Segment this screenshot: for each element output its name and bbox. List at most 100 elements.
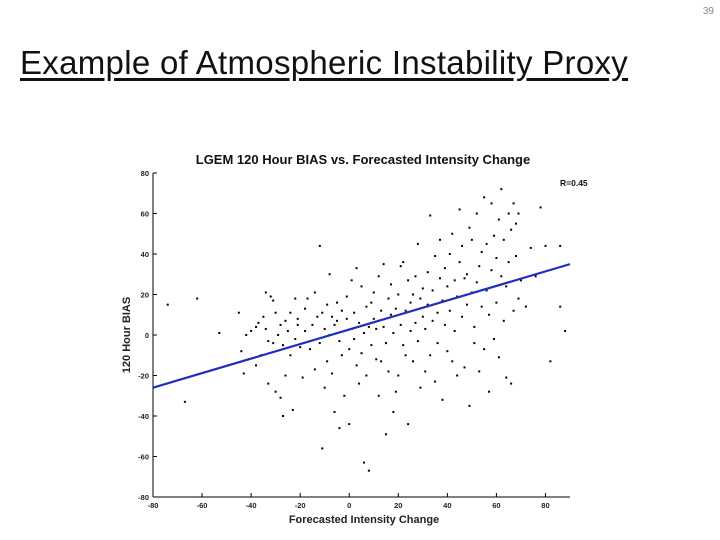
data-point (448, 253, 451, 255)
data-point (505, 376, 508, 379)
data-point (559, 244, 562, 247)
data-point (473, 342, 476, 345)
data-point (431, 319, 434, 322)
data-point (478, 370, 481, 373)
data-point (279, 396, 282, 399)
data-point (387, 297, 390, 300)
data-point (549, 360, 552, 363)
data-point (512, 309, 515, 312)
data-point (475, 212, 478, 215)
data-point (269, 295, 272, 298)
data-point (296, 323, 299, 326)
data-point (301, 376, 304, 379)
data-point (367, 469, 370, 472)
data-point (272, 299, 275, 302)
data-point (421, 287, 424, 290)
data-point (507, 212, 510, 215)
data-point (333, 410, 336, 413)
data-point (380, 309, 383, 312)
data-point (426, 271, 429, 274)
data-point (414, 275, 417, 278)
data-points (166, 188, 567, 472)
data-point (436, 342, 439, 345)
data-point (264, 327, 267, 330)
x-tick-label: -60 (197, 501, 208, 510)
data-point (313, 291, 316, 294)
data-point (372, 291, 375, 294)
data-point (284, 319, 287, 322)
data-point (463, 366, 466, 369)
data-point (490, 202, 493, 205)
data-point (242, 372, 245, 375)
data-point (402, 261, 405, 264)
data-point (478, 265, 481, 268)
data-point (264, 291, 267, 294)
data-point (348, 423, 351, 426)
data-point (404, 354, 407, 357)
data-point (490, 269, 493, 272)
data-point (426, 303, 429, 306)
data-point (438, 277, 441, 280)
data-point (517, 212, 520, 215)
data-point (416, 340, 419, 343)
data-point (392, 331, 395, 334)
data-point (485, 289, 488, 292)
data-point (389, 313, 392, 316)
y-tick-label: 80 (141, 169, 149, 178)
data-point (524, 305, 527, 308)
data-point (267, 340, 270, 343)
data-point (434, 380, 437, 383)
y-axis-ticks: -80 -60 -40 -20 0 20 40 60 80 (138, 169, 157, 502)
data-point (294, 297, 297, 300)
data-point (416, 242, 419, 245)
data-point (237, 311, 240, 314)
data-point (458, 261, 461, 264)
data-point (196, 297, 199, 300)
data-point (407, 279, 410, 282)
data-point (286, 329, 289, 332)
x-axis-label: Forecasted Intensity Change (289, 514, 439, 526)
data-point (294, 338, 297, 341)
data-point (333, 323, 336, 326)
data-point (424, 370, 427, 373)
data-point (446, 350, 449, 353)
data-point (394, 390, 397, 393)
y-tick-label: 0 (145, 331, 149, 340)
data-point (480, 250, 483, 253)
data-point (389, 283, 392, 286)
data-point (326, 360, 329, 363)
data-point (456, 374, 459, 377)
data-point (353, 338, 356, 341)
data-point (306, 297, 309, 300)
data-point (377, 394, 380, 397)
data-point (340, 309, 343, 312)
data-point (564, 329, 567, 332)
data-point (318, 244, 321, 247)
data-point (436, 311, 439, 314)
data-point (495, 301, 498, 304)
data-point (402, 344, 405, 347)
data-point (446, 285, 449, 288)
data-point (340, 354, 343, 357)
data-point (507, 261, 510, 264)
data-point (515, 222, 518, 225)
data-point (282, 344, 285, 347)
data-point (370, 301, 373, 304)
data-point (515, 255, 518, 258)
data-point (299, 346, 302, 349)
data-point (360, 285, 363, 288)
data-point (353, 311, 356, 314)
y-tick-label: -40 (138, 412, 149, 421)
data-point (343, 394, 346, 397)
scatter-chart: LGEM 120 Hour BIAS vs. Forecasted Intens… (121, 152, 588, 526)
data-point (519, 279, 522, 282)
data-point (544, 244, 547, 247)
data-point (510, 382, 513, 385)
data-point (166, 303, 169, 306)
data-point (331, 372, 334, 375)
data-point (370, 344, 373, 347)
data-point (468, 226, 471, 229)
data-point (397, 293, 400, 296)
data-point (451, 232, 454, 235)
data-point (282, 415, 285, 417)
